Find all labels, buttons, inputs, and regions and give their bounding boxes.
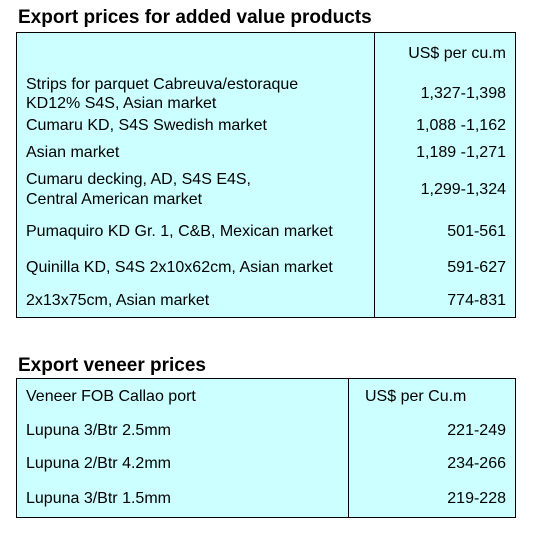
header-desc-cell bbox=[16, 32, 375, 75]
table-row: Quinilla KD, S4S 2x10x62cm, Asian market… bbox=[16, 250, 516, 285]
table-row: Lupuna 3/Btr 2.5mm 221-249 bbox=[16, 414, 516, 448]
veneer-price: 234-266 bbox=[348, 447, 516, 481]
product-price: 1,189 -1,271 bbox=[374, 139, 516, 166]
product-price: 1,299-1,324 bbox=[374, 165, 516, 214]
product-description: Strips for parquet Cabreuva/estoraque KD… bbox=[16, 74, 375, 113]
table-row: Strips for parquet Cabreuva/estoraque KD… bbox=[16, 74, 516, 113]
table-header-row: US$ per cu.m bbox=[16, 32, 516, 75]
table-row: Cumaru KD, S4S Swedish market 1,088 -1,1… bbox=[16, 112, 516, 140]
veneer-description: Lupuna 3/Btr 2.5mm bbox=[16, 414, 349, 448]
product-price: 591-627 bbox=[374, 250, 516, 285]
product-price: 1,088 -1,162 bbox=[374, 112, 516, 140]
table-row: Lupuna 3/Btr 1.5mm 219-228 bbox=[16, 480, 516, 518]
veneer-description: Lupuna 3/Btr 1.5mm bbox=[16, 480, 349, 518]
table-row: Asian market 1,189 -1,271 bbox=[16, 139, 516, 166]
veneer-price: 221-249 bbox=[348, 414, 516, 448]
product-description: Pumaquiro KD Gr. 1, C&B, Mexican market bbox=[16, 213, 375, 251]
added-value-price-table: US$ per cu.m Strips for parquet Cabreuva… bbox=[16, 32, 516, 318]
product-description-text: Cumaru decking, AD, S4S E4S, Central Ame… bbox=[26, 170, 251, 208]
header-desc-cell: Veneer FOB Callao port bbox=[16, 378, 349, 415]
product-description: Asian market bbox=[16, 139, 375, 166]
product-description: Cumaru decking, AD, S4S E4S, Central Ame… bbox=[16, 165, 375, 214]
table-row: Cumaru decking, AD, S4S E4S, Central Ame… bbox=[16, 165, 516, 214]
product-description: 2x13x75cm, Asian market bbox=[16, 284, 375, 318]
product-price: 774-831 bbox=[374, 284, 516, 318]
section-title-added-value: Export prices for added value products bbox=[18, 7, 372, 28]
product-description-text: Strips for parquet Cabreuva/estoraque KD… bbox=[26, 75, 299, 112]
product-description: Cumaru KD, S4S Swedish market bbox=[16, 112, 375, 140]
veneer-description: Lupuna 2/Btr 4.2mm bbox=[16, 447, 349, 481]
header-unit-cell: US$ per Cu.m bbox=[348, 378, 516, 415]
header-unit-cell: US$ per cu.m bbox=[374, 32, 516, 75]
veneer-price-table: Veneer FOB Callao port US$ per Cu.m Lupu… bbox=[16, 378, 516, 518]
table-row: Lupuna 2/Btr 4.2mm 234-266 bbox=[16, 447, 516, 481]
table-row: 2x13x75cm, Asian market 774-831 bbox=[16, 284, 516, 318]
table-header-row: Veneer FOB Callao port US$ per Cu.m bbox=[16, 378, 516, 415]
product-description: Quinilla KD, S4S 2x10x62cm, Asian market bbox=[16, 250, 375, 285]
section-title-veneer: Export veneer prices bbox=[18, 355, 206, 376]
product-price: 1,327-1,398 bbox=[374, 74, 516, 113]
veneer-price: 219-228 bbox=[348, 480, 516, 518]
product-price: 501-561 bbox=[374, 213, 516, 251]
table-row: Pumaquiro KD Gr. 1, C&B, Mexican market … bbox=[16, 213, 516, 251]
